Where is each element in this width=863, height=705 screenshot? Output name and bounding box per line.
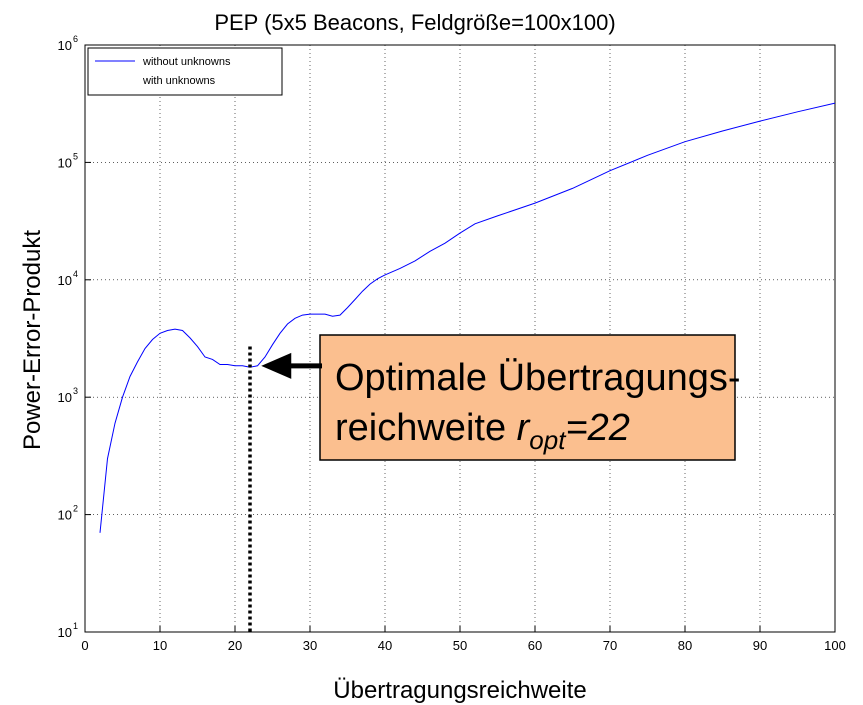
x-tick-label: 50 bbox=[453, 638, 467, 653]
annotation-value: 22 bbox=[587, 407, 630, 449]
y-tick-exponent: 2 bbox=[73, 504, 78, 514]
y-tick-label: 10 bbox=[58, 273, 72, 288]
annotation-arrow-head bbox=[261, 352, 292, 379]
chart-title: PEP (5x5 Beacons, Feldgröße=100x100) bbox=[214, 10, 615, 35]
x-tick-label: 60 bbox=[528, 638, 542, 653]
y-tick-exponent: 5 bbox=[73, 151, 78, 161]
x-tick-label: 10 bbox=[153, 638, 167, 653]
annotation-text: Optimale Übertragungs- bbox=[335, 357, 741, 399]
y-tick-label: 10 bbox=[58, 155, 72, 170]
annotation-sub: opt bbox=[529, 425, 567, 455]
annotation-text: reichweite bbox=[335, 407, 517, 449]
y-tick-label: 10 bbox=[58, 390, 72, 405]
y-tick-exponent: 6 bbox=[73, 34, 78, 44]
x-tick-label: 100 bbox=[824, 638, 846, 653]
legend-label: without unknowns bbox=[142, 56, 231, 68]
x-axis-label: Übertragungsreichweite bbox=[333, 677, 586, 704]
y-tick-label: 10 bbox=[58, 625, 72, 640]
y-axis-label: Power-Error-Produkt bbox=[19, 230, 46, 450]
annotation-eq: = bbox=[565, 407, 587, 449]
annotation-var: r bbox=[517, 407, 531, 449]
y-tick-exponent: 1 bbox=[73, 621, 78, 631]
plot-frame bbox=[84, 44, 836, 633]
x-tick-label: 30 bbox=[303, 638, 317, 653]
x-tick-label: 70 bbox=[603, 638, 617, 653]
y-tick-exponent: 4 bbox=[73, 269, 78, 279]
y-tick-label: 10 bbox=[58, 508, 72, 523]
y-tick-exponent: 3 bbox=[73, 386, 78, 396]
legend-box bbox=[87, 47, 283, 96]
x-tick-label: 0 bbox=[81, 638, 88, 653]
y-tick-label: 10 bbox=[58, 38, 72, 53]
x-tick-label: 40 bbox=[378, 638, 392, 653]
annotation-box bbox=[319, 334, 736, 461]
x-tick-label: 80 bbox=[678, 638, 692, 653]
x-tick-label: 90 bbox=[753, 638, 767, 653]
legend-label: with unknowns bbox=[142, 75, 216, 87]
data-line bbox=[99, 102, 836, 533]
x-tick-label: 20 bbox=[228, 638, 242, 653]
annotation-text: reichweite ropt=22 bbox=[335, 407, 630, 455]
